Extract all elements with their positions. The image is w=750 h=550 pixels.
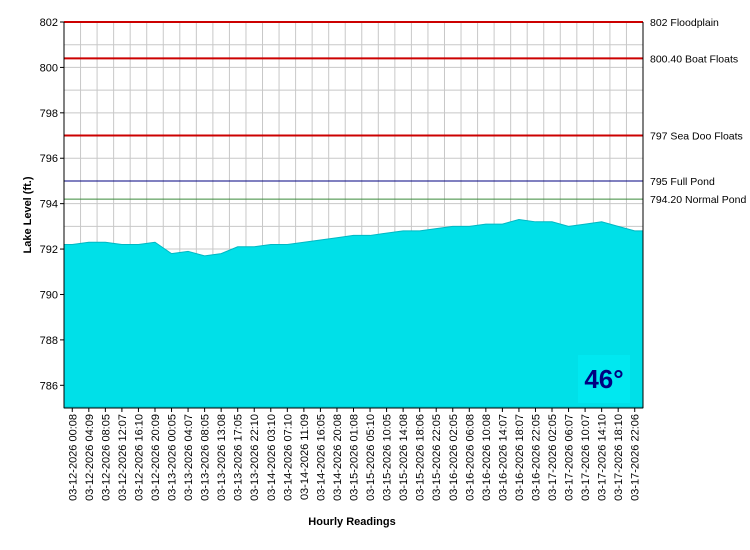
x-tick-label: 03-16-2026 06:08 — [464, 414, 476, 501]
x-tick-label: 03-16-2026 02:05 — [448, 414, 460, 501]
x-tick-label: 03-15-2026 05:10 — [365, 414, 377, 501]
y-tick-label: 796 — [40, 153, 58, 165]
reference-label: 795 Full Pond — [650, 176, 715, 188]
y-tick-label: 790 — [40, 289, 58, 301]
x-tick-label: 03-17-2026 02:05 — [547, 414, 559, 501]
x-tick-label: 03-15-2026 14:08 — [398, 414, 410, 501]
temperature-badge — [578, 355, 630, 403]
x-axis-title: Hourly Readings — [308, 516, 395, 528]
x-tick-label: 03-13-2026 04:07 — [183, 414, 195, 501]
y-tick-label: 802 — [40, 17, 58, 29]
x-tick-label: 03-15-2026 22:05 — [431, 414, 443, 501]
x-tick-label: 03-14-2026 07:10 — [282, 414, 294, 501]
y-tick-label: 794 — [40, 199, 58, 211]
x-tick-label: 03-17-2026 14:10 — [597, 414, 609, 501]
x-tick-label: 03-14-2026 11:09 — [299, 414, 311, 500]
x-tick-label: 03-17-2026 10:07 — [580, 414, 592, 501]
y-tick-label: 792 — [40, 244, 58, 256]
x-tick-label: 03-12-2026 20:09 — [150, 414, 162, 501]
series-area — [63, 219, 644, 409]
x-tick-label: 03-14-2026 03:10 — [266, 414, 278, 501]
temperature-value: 46° — [584, 364, 623, 394]
x-tick-label: 03-12-2026 00:08 — [67, 414, 79, 501]
y-tick-label: 786 — [40, 380, 58, 392]
x-tick-label: 03-15-2026 18:06 — [415, 414, 427, 501]
x-tick-label: 03-17-2026 22:06 — [630, 414, 642, 501]
x-tick-label: 03-13-2026 08:05 — [200, 414, 212, 501]
reference-label: 800.40 Boat Floats — [650, 53, 738, 65]
x-tick-label: 03-13-2026 17:05 — [233, 414, 245, 501]
x-tick-label: 03-14-2026 16:05 — [315, 414, 327, 501]
y-tick-label: 800 — [40, 62, 58, 74]
x-tick-label: 03-17-2026 06:07 — [564, 414, 576, 501]
y-axis-title: Lake Level (ft.) — [22, 176, 34, 253]
x-tick-label: 03-17-2026 18:10 — [613, 414, 625, 501]
x-tick-label: 03-12-2026 16:10 — [133, 414, 145, 501]
reference-label: 797 Sea Doo Floats — [650, 131, 743, 143]
y-tick-label: 798 — [40, 108, 58, 120]
x-tick-label: 03-16-2026 22:05 — [530, 414, 542, 501]
x-tick-label: 03-13-2026 13:08 — [216, 414, 228, 501]
reference-label: 802 Floodplain — [650, 17, 719, 29]
x-tick-label: 03-12-2026 04:09 — [84, 414, 96, 501]
y-tick-label: 788 — [40, 335, 58, 347]
x-tick-label: 03-13-2026 22:10 — [249, 414, 261, 501]
x-tick-label: 03-16-2026 10:08 — [481, 414, 493, 501]
x-tick-label: 03-16-2026 14:07 — [497, 414, 509, 501]
x-tick-label: 03-13-2026 00:05 — [167, 414, 179, 501]
x-tick-label: 03-14-2026 20:08 — [332, 414, 344, 501]
reference-label: 794.20 Normal Pond — [650, 194, 746, 206]
x-tick-label: 03-12-2026 08:05 — [100, 414, 112, 501]
x-tick-label: 03-16-2026 18:07 — [514, 414, 526, 501]
x-tick-label: 03-15-2026 10:05 — [382, 414, 394, 501]
x-tick-label: 03-12-2026 12:07 — [117, 414, 129, 501]
x-tick-label: 03-15-2026 01:08 — [349, 414, 361, 501]
